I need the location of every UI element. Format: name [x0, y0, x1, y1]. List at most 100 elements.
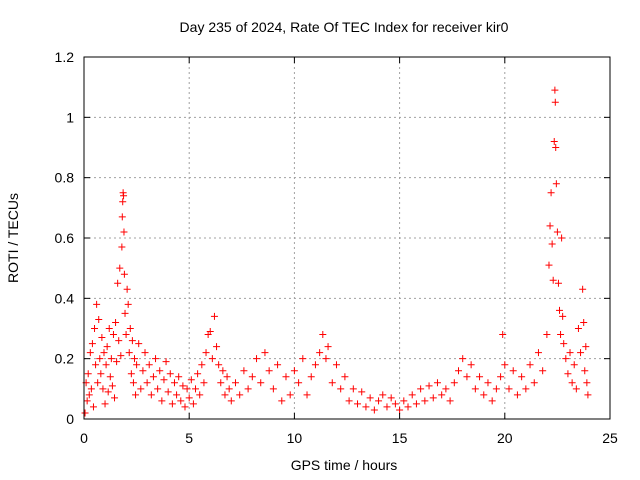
data-point: [164, 388, 172, 396]
data-point: [408, 391, 416, 399]
data-point: [577, 349, 585, 357]
data-point: [552, 144, 560, 151]
data-point: [194, 370, 202, 378]
data-point: [476, 373, 484, 381]
data-point: [484, 379, 492, 387]
data-point: [124, 300, 132, 308]
data-point: [488, 397, 496, 405]
data-point: [549, 276, 557, 284]
data-point: [396, 406, 404, 414]
data-point: [106, 373, 114, 381]
data-point: [192, 385, 200, 393]
data-point: [156, 367, 164, 375]
y-tick-label: 1.2: [55, 49, 75, 65]
data-point: [311, 361, 319, 369]
data-point: [497, 373, 505, 381]
data-point: [274, 361, 282, 369]
data-point: [579, 285, 587, 293]
data-point: [539, 367, 547, 375]
data-point: [181, 403, 189, 411]
data-point: [118, 213, 126, 221]
data-point: [341, 373, 349, 381]
data-point: [137, 385, 145, 393]
data-point: [269, 385, 277, 393]
data-point: [583, 379, 591, 387]
data-point: [101, 400, 109, 408]
data-point: [100, 349, 108, 357]
data-point: [438, 391, 446, 399]
data-point: [196, 391, 204, 399]
data-point: [429, 394, 437, 402]
data-point: [383, 403, 391, 411]
x-axis-label: GPS time / hours: [291, 457, 398, 473]
data-point: [553, 228, 561, 236]
data-point: [307, 373, 315, 381]
data-point: [133, 361, 141, 369]
data-point: [139, 367, 147, 375]
data-point: [286, 391, 294, 399]
data-point: [96, 355, 104, 363]
data-point: [240, 367, 248, 375]
data-point: [391, 400, 399, 408]
data-point: [183, 385, 191, 393]
data-point: [127, 370, 135, 378]
data-point: [206, 328, 214, 336]
data-point: [86, 349, 94, 357]
data-point: [89, 403, 97, 411]
data-point: [522, 385, 530, 393]
data-point: [290, 367, 298, 375]
data-point: [103, 343, 111, 351]
data-point: [170, 379, 178, 387]
data-point: [120, 228, 128, 236]
data-point: [543, 331, 551, 339]
data-point: [219, 367, 227, 375]
data-point: [295, 379, 303, 387]
data-point: [551, 86, 559, 94]
data-point: [95, 315, 103, 323]
data-point: [299, 355, 307, 363]
data-point: [446, 397, 454, 405]
data-point: [122, 331, 130, 339]
data-point: [557, 331, 565, 339]
data-point: [108, 382, 116, 390]
data-point: [87, 385, 95, 393]
y-tick-label: 0.8: [55, 170, 75, 186]
data-point: [568, 379, 576, 387]
data-point: [118, 243, 126, 251]
data-point: [261, 349, 269, 357]
y-tick-label: 0: [66, 411, 74, 427]
data-point: [366, 394, 374, 402]
data-point: [505, 385, 513, 393]
data-point: [117, 352, 125, 360]
data-point: [227, 397, 235, 405]
data-point: [358, 388, 366, 396]
data-point: [149, 373, 157, 381]
data-point: [143, 379, 151, 387]
data-point: [546, 222, 554, 230]
data-point: [362, 403, 370, 411]
data-point: [115, 337, 123, 345]
x-tick-label: 15: [392, 430, 408, 446]
y-tick-label: 0.6: [55, 230, 75, 246]
data-point: [102, 361, 110, 369]
data-points: [81, 86, 592, 417]
y-axis: 0 0.2 0.4 0.6 0.8 1 1.2: [55, 49, 610, 427]
data-point: [559, 312, 567, 320]
y-tick-label: 1: [66, 109, 74, 125]
data-point: [217, 379, 225, 387]
data-point: [450, 379, 458, 387]
data-point: [99, 385, 107, 393]
data-point: [236, 391, 244, 399]
data-point: [120, 192, 128, 200]
data-point: [303, 391, 311, 399]
data-point: [202, 349, 210, 357]
data-point: [345, 397, 353, 405]
data-point: [88, 340, 96, 348]
x-tick-label: 0: [80, 430, 88, 446]
data-point: [552, 180, 560, 188]
x-tick-label: 25: [602, 430, 618, 446]
data-point: [121, 309, 129, 317]
data-point: [545, 261, 553, 269]
data-point: [123, 285, 131, 293]
